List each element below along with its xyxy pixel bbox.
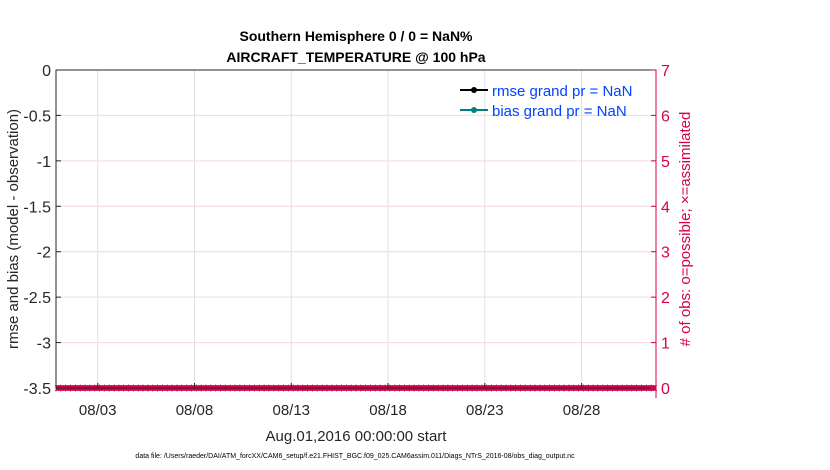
y2-tick-label: 6 bbox=[661, 108, 670, 125]
y2-axis-label: # of obs: o=possible; ×=assimilated bbox=[677, 112, 694, 347]
legend-bias-label: bias grand pr = NaN bbox=[492, 103, 627, 120]
chart-title-line2: AIRCRAFT_TEMPERATURE @ 100 hPa bbox=[226, 49, 485, 65]
x-tick-label: 08/18 bbox=[369, 402, 407, 419]
y-tick-label: -1.5 bbox=[23, 199, 51, 216]
y-tick-label: -2.5 bbox=[23, 290, 51, 307]
y2-tick-label: 7 bbox=[661, 63, 670, 80]
y-axis-label: rmse and bias (model - observation) bbox=[5, 109, 22, 349]
y-tick-label: -3.5 bbox=[23, 381, 51, 398]
x-tick-label: 08/03 bbox=[79, 402, 117, 419]
ticks: 08/03 08/08 08/13 08/18 08/23 08/28 0 -0.5 -1 -1.… bbox=[23, 63, 670, 419]
y-tick-label: -3 bbox=[37, 336, 51, 353]
y-tick-label: -0.5 bbox=[23, 108, 51, 125]
y-tick-label: -2 bbox=[37, 245, 51, 262]
data-file-footer: data file: /Users/raeder/DAI/ATM_forcXX/… bbox=[135, 453, 575, 460]
y2-tick-label: 4 bbox=[661, 199, 670, 216]
legend-bias-marker bbox=[471, 107, 477, 113]
legend-rmse-marker bbox=[471, 87, 477, 93]
y2-tick-label: 3 bbox=[661, 245, 670, 262]
chart-title-line1: Southern Hemisphere 0 / 0 = NaN% bbox=[239, 28, 473, 44]
x-tick-label: 08/13 bbox=[272, 402, 310, 419]
x-axis-label: Aug.01,2016 00:00:00 start bbox=[266, 428, 448, 445]
y2-tick-label: 0 bbox=[661, 381, 670, 398]
x-tick-label: 08/28 bbox=[563, 402, 601, 419]
y2-tick-label: 2 bbox=[661, 290, 670, 307]
y2-tick-label: 5 bbox=[661, 154, 670, 171]
x-tick-label: 08/23 bbox=[466, 402, 504, 419]
x-tick-label: 08/08 bbox=[176, 402, 214, 419]
legend: rmse grand pr = NaN bias grand pr = NaN bbox=[460, 83, 632, 120]
y-tick-label: 0 bbox=[42, 63, 51, 80]
legend-rmse-label: rmse grand pr = NaN bbox=[492, 83, 632, 100]
y2-tick-label: 1 bbox=[661, 336, 670, 353]
y-tick-label: -1 bbox=[37, 154, 51, 171]
